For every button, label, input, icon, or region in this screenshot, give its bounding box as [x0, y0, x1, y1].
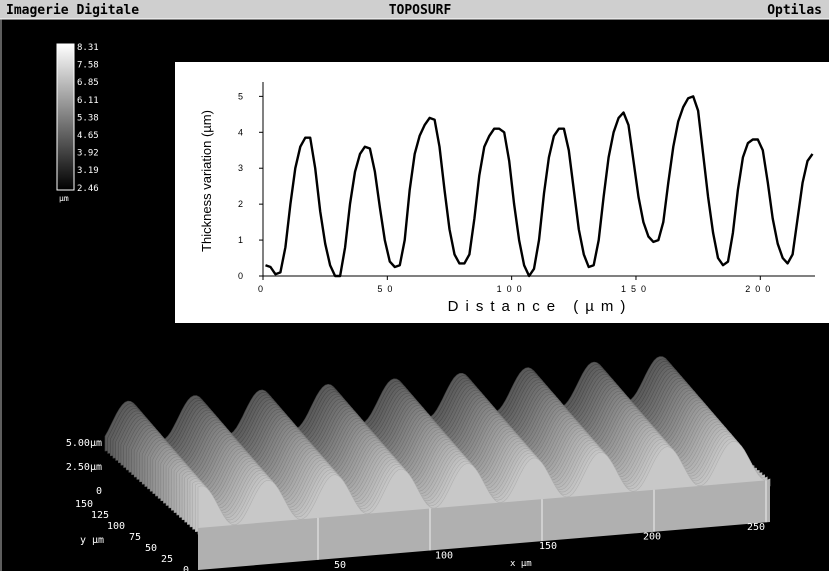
x-axis-label: 100 [435, 551, 453, 562]
y-tick-label: 0 [238, 271, 243, 281]
y-axis-label: 75 [129, 532, 141, 543]
x-axis-label: 50 [334, 560, 346, 571]
profile-line [265, 95, 814, 278]
colorbar-label: 3.19 [77, 166, 99, 176]
colorbar-label: 7.58 [77, 61, 99, 71]
y-tick-label: 3 [238, 163, 243, 173]
colorbar-label: 2.46 [77, 184, 99, 194]
y-axis-label: 25 [161, 554, 173, 565]
x-tick-label: 150 [621, 284, 651, 294]
y-axis-label: 100 [107, 521, 125, 532]
profile-panel [175, 62, 829, 323]
y-tick-label: 5 [238, 91, 243, 101]
title-right: Optilas [767, 3, 822, 18]
x-tick-label: 50 [377, 284, 397, 294]
y-axis-title: y µm [80, 535, 104, 546]
colorbar-label: 6.85 [77, 78, 99, 88]
z-axis-label: 5.00µm [66, 438, 102, 449]
y-axis-title: Thickness variation (µm) [199, 110, 214, 252]
x-axis-title: x µm [510, 559, 532, 569]
colorbar-unit: µm [59, 194, 69, 203]
title-bar [0, 0, 829, 19]
colorbar-label: 8.31 [77, 43, 99, 53]
z-axis-label: 0 [96, 486, 102, 497]
colorbar-label: 4.65 [77, 131, 99, 141]
colorbar-label: 3.92 [77, 149, 99, 159]
y-tick-label: 1 [238, 235, 243, 245]
y-axis-label: 125 [91, 510, 109, 521]
y-axis-label: 0 [183, 565, 189, 571]
x-axis-title: Distance (µm) [448, 298, 633, 315]
colorbar-label: 6.11 [77, 96, 99, 106]
x-axis-label: 200 [643, 532, 661, 543]
x-tick-label: 200 [745, 284, 775, 294]
y-tick-label: 2 [238, 199, 243, 209]
y-tick-label: 4 [238, 127, 243, 137]
y-axis-label: 50 [145, 543, 157, 554]
surface-strip [197, 440, 771, 535]
z-axis-label: 2.50µm [66, 462, 102, 473]
y-axis-label: 150 [75, 499, 93, 510]
colorbar [56, 43, 75, 191]
title-center: TOPOSURF [389, 3, 452, 18]
x-tick-label: 100 [497, 284, 527, 294]
colorbar-label: 5.38 [77, 113, 99, 123]
title-left: Imagerie Digitale [6, 3, 139, 18]
x-axis-label: 250 [747, 522, 765, 533]
surface-base [198, 480, 770, 570]
x-axis-label: 150 [539, 541, 557, 552]
x-tick-label: 0 [258, 284, 268, 294]
